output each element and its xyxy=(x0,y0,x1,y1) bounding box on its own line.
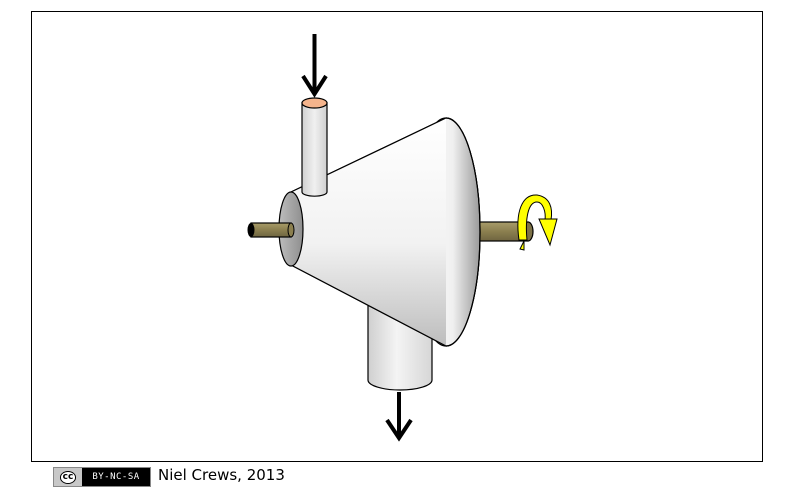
flow-in-arrow-icon xyxy=(301,34,328,98)
flow-out-arrow-icon xyxy=(385,392,413,442)
cc-license-badge[interactable]: cc BY-NC-SA xyxy=(53,467,151,487)
cc-symbol: cc xyxy=(59,470,77,484)
pump-casing xyxy=(278,117,481,347)
author-credit: Niel Crews, 2013 xyxy=(158,466,285,484)
drive-shaft-left xyxy=(247,222,295,238)
inlet-pipe xyxy=(301,97,328,197)
rotation-arrow-icon xyxy=(517,194,558,251)
cc-icon: cc xyxy=(54,468,82,486)
license-terms: BY-NC-SA xyxy=(92,472,140,482)
